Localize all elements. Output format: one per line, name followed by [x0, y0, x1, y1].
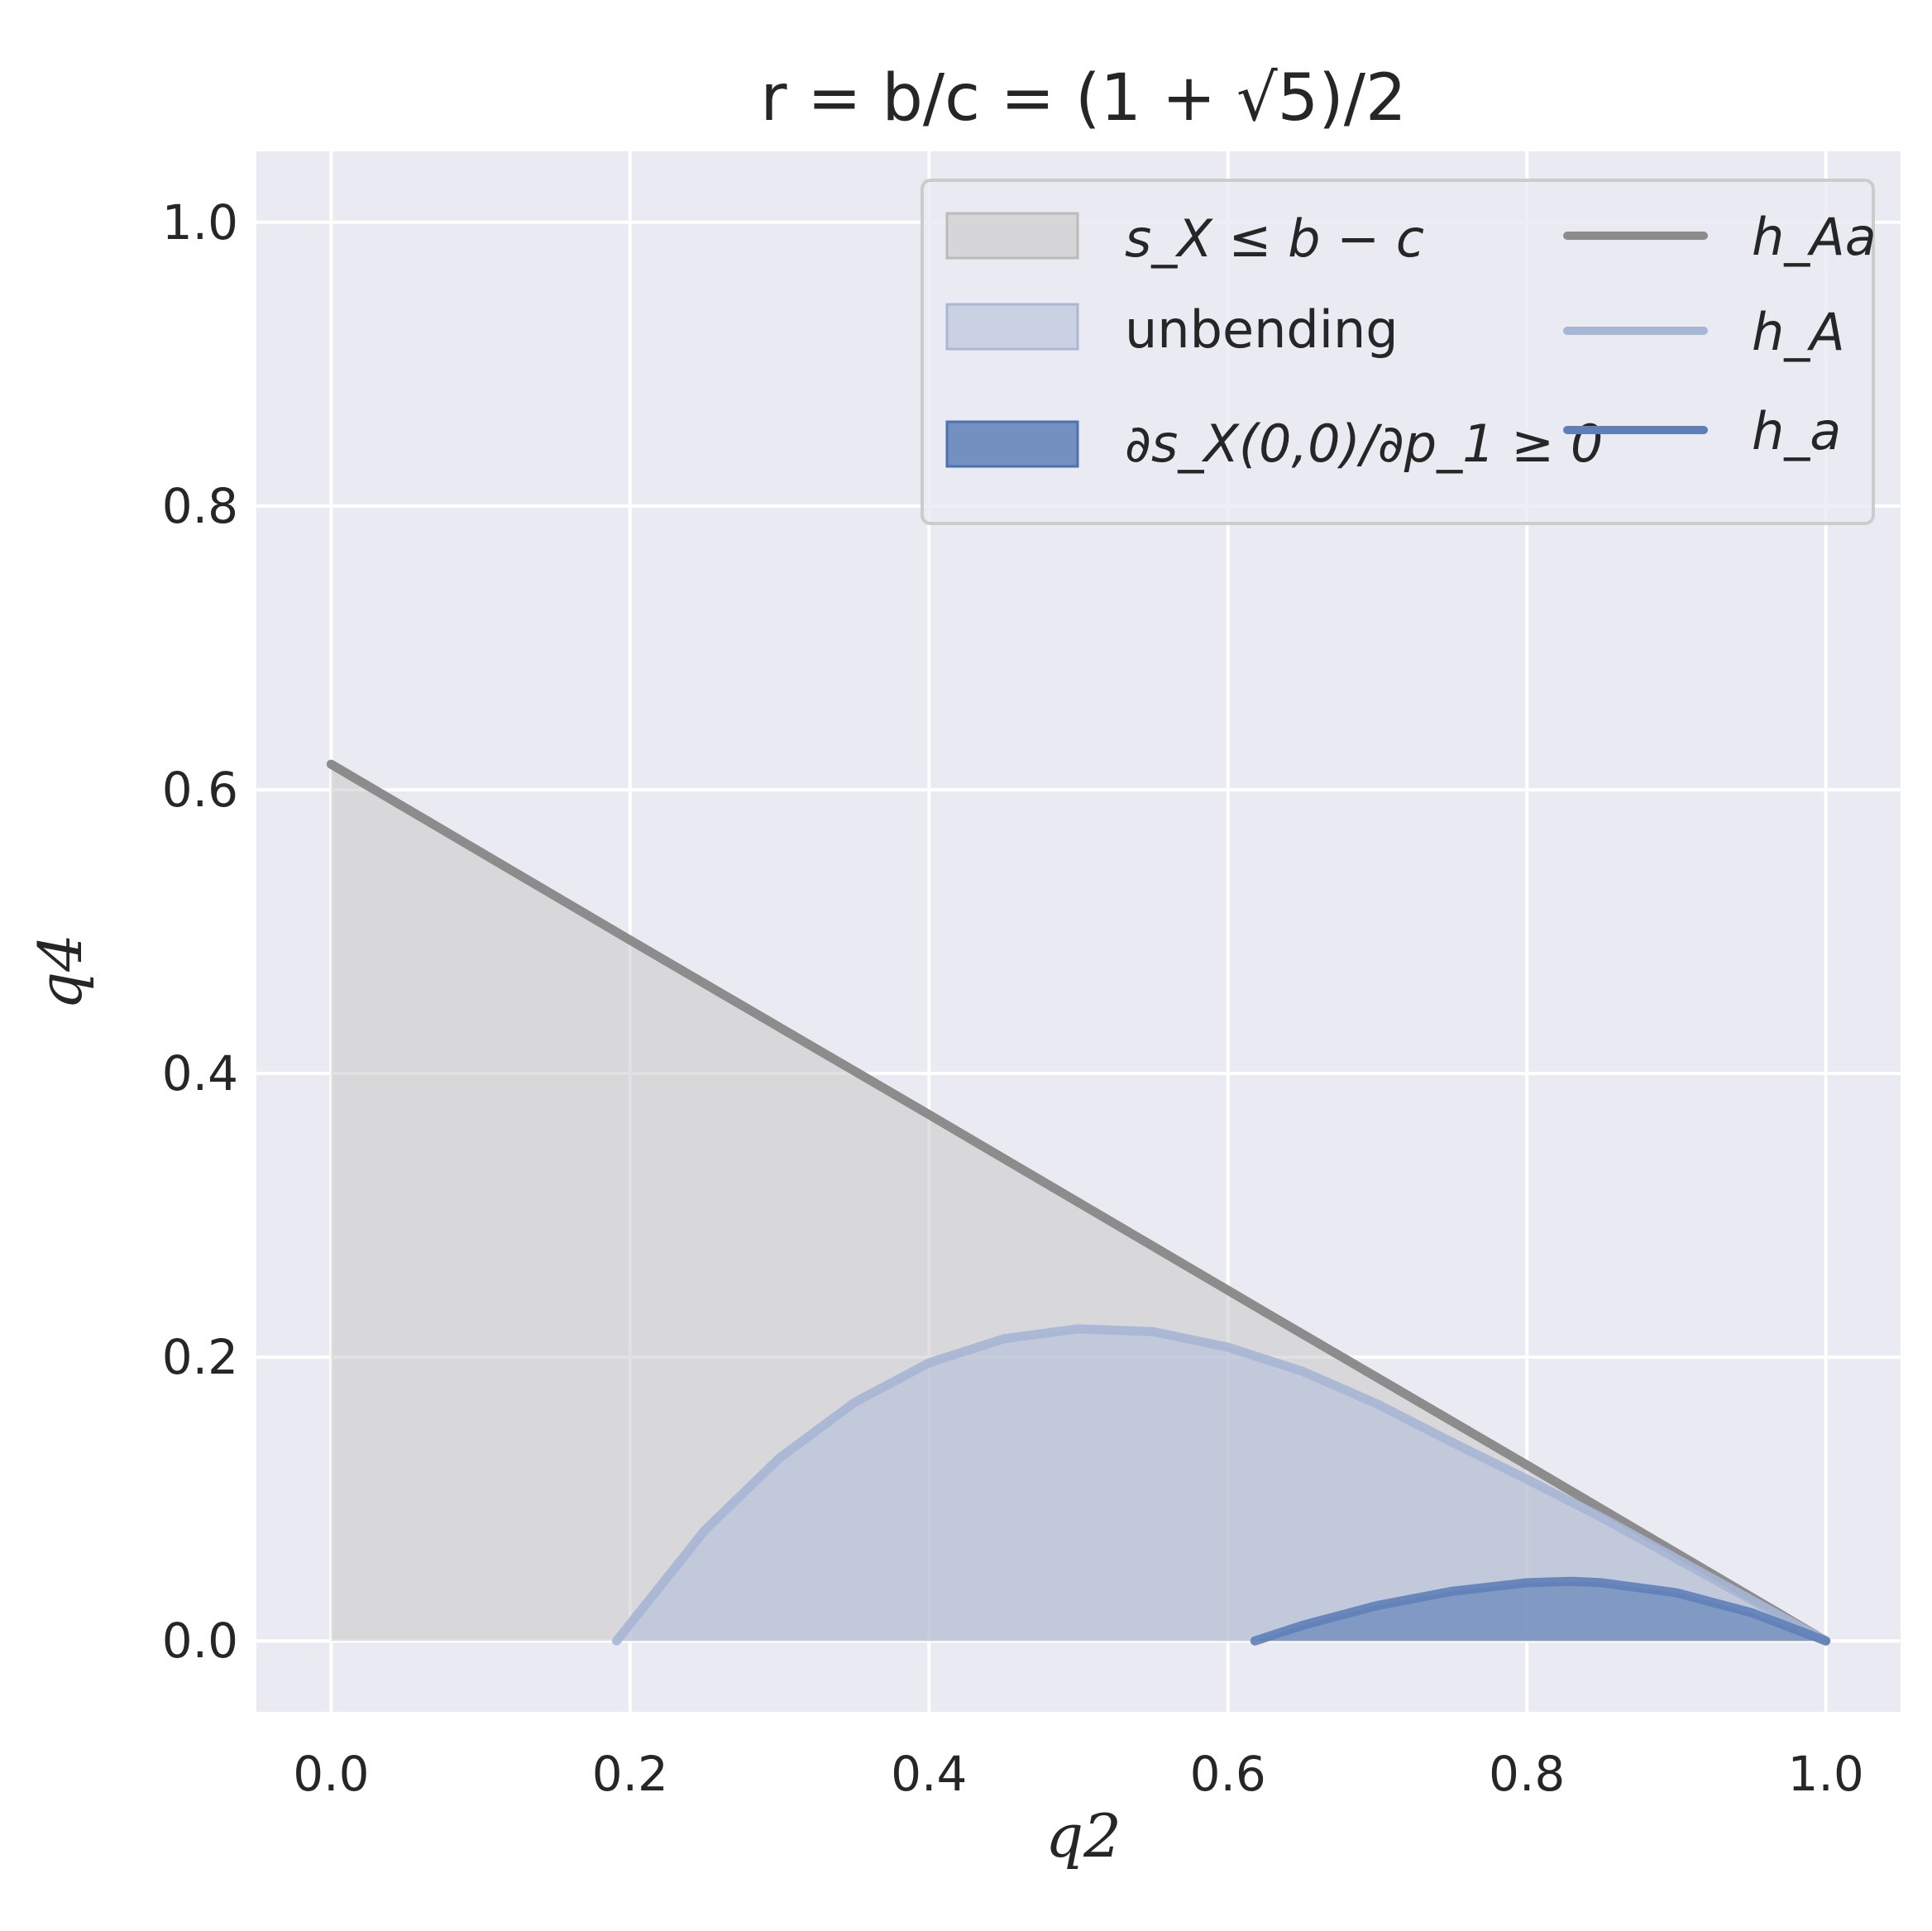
y-tick-label-2: 0.4: [162, 1045, 238, 1102]
y-tick-label-4: 0.8: [162, 478, 238, 534]
y-axis-label: q4: [26, 934, 95, 1010]
series-line-0: [326, 759, 1831, 1646]
legend-label-series-0: h_Aa: [1752, 207, 1877, 267]
legend-frame: [921, 179, 1875, 525]
x-axis-label-text: q2: [1045, 1801, 1121, 1871]
legend: s_X ≤ b − c unbending ∂s_X(0,0)/∂p_1 ≥ 0…: [921, 179, 1877, 525]
x-tick-label-2: 0.4: [891, 1746, 967, 1802]
y-axis-label-text: q4: [26, 934, 95, 1010]
y-tick-label-0: 0.0: [162, 1613, 238, 1669]
legend-label-series-2: h_a: [1752, 401, 1841, 461]
legend-swatch-region-2: [945, 420, 1079, 468]
series-line-2: [1250, 1576, 1831, 1646]
x-tick-label-0: 0.0: [293, 1746, 369, 1802]
legend-label-series-1: h_A: [1752, 302, 1845, 362]
legend-swatch-region-1: [945, 303, 1079, 351]
legend-label-region-2: ∂s_X(0,0)/∂p_1 ≥ 0: [1125, 413, 1603, 474]
region-1: [616, 1328, 1826, 1642]
axis-ticks: 0.0 0.2 0.4 0.6 0.8 1.0 0.0 0.2 0.4 0.6 0.8 1.0: [162, 194, 1864, 1802]
y-tick-label-3: 0.6: [162, 762, 238, 818]
legend-label-region-1: unbending: [1125, 299, 1399, 360]
y-tick-label-1: 0.2: [162, 1329, 238, 1385]
legend-swatch-region-0: [945, 212, 1079, 260]
x-tick-label-3: 0.6: [1190, 1746, 1266, 1802]
x-tick-label-1: 0.2: [592, 1746, 668, 1802]
legend-label-region-0: s_X ≤ b − c: [1125, 208, 1424, 269]
y-tick-label-5: 1.0: [162, 194, 238, 251]
x-tick-label-5: 1.0: [1788, 1746, 1864, 1802]
chart-title: r = b/c = (1 + √5)/2: [760, 61, 1406, 136]
x-axis-label: q2: [1045, 1801, 1121, 1871]
x-tick-label-4: 0.8: [1489, 1746, 1565, 1802]
series-line-1: [612, 1324, 1831, 1646]
